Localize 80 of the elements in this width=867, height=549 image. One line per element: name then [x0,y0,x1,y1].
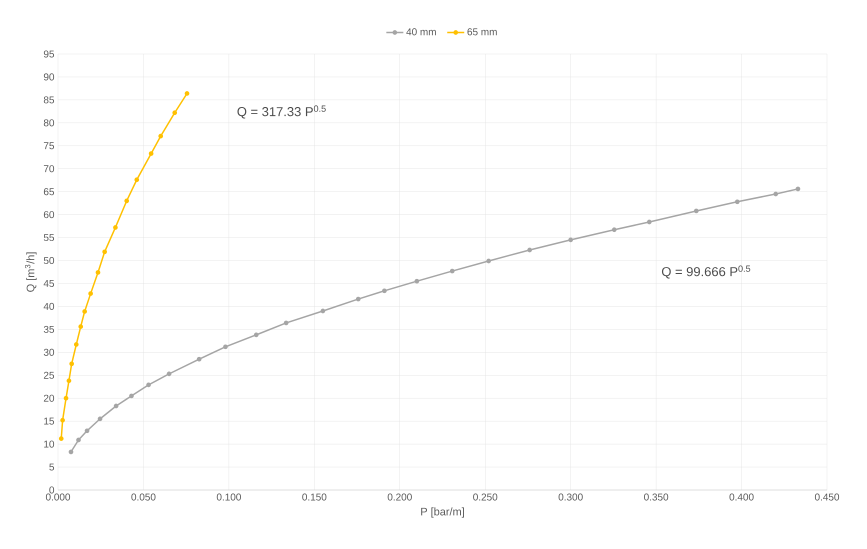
point [76,438,81,442]
point [773,192,778,196]
point [82,309,87,314]
x-tick-label: 0.150 [302,494,326,501]
y-tick-label: 80 [44,119,54,126]
point [646,220,652,224]
point [58,436,64,441]
y-tick-label: 55 [44,234,54,242]
point [796,186,800,192]
point [114,404,118,408]
x-tick-label: 0.300 [558,494,583,501]
x-tick-label: 0.100 [216,494,241,501]
y-tick-label: 30 [44,348,54,356]
x-tick-label: 0.350 [644,494,668,501]
point [124,198,130,204]
x-tick-label: 0.000 [46,494,70,501]
point [98,416,102,422]
y-tick-label: 0 [49,486,54,494]
y-tick-label: 60 [44,211,54,218]
y-tick-label: 5 [49,464,54,471]
point [612,227,617,232]
x-tick-label: 0.400 [729,494,754,501]
point [96,270,100,275]
point [78,324,84,329]
point [146,382,151,388]
y-tick-label: 70 [44,165,54,172]
point [88,291,93,296]
point [450,268,455,274]
x-tick-label: 0.050 [131,494,156,501]
y-tick-label: 85 [44,96,54,104]
point [568,238,574,242]
y-tick-label: 65 [44,188,54,196]
point [486,258,491,264]
point [60,418,65,423]
point [74,342,79,347]
annotation: Q = 99.666 P$^{0.5}$ [662,265,750,279]
y-tick-label: 75 [44,142,54,150]
point [284,320,288,326]
y-tick-label: 20 [44,394,54,402]
point [414,278,420,284]
y-tick-label: 90 [44,73,54,80]
point [196,356,202,362]
point [254,332,259,338]
point [158,134,164,138]
point [113,225,118,230]
point [66,378,72,384]
point [223,344,228,350]
x-tick-label: 0.200 [388,494,412,501]
point [102,249,107,254]
point [69,361,74,366]
point [64,396,68,401]
y-axis-title: Q [m$^{3}$/h] [24,252,37,292]
point [172,110,178,116]
x-tick-label: 0.250 [473,494,498,501]
x-axis-title: P [bar/m] [421,507,464,518]
y-tick-label: 40 [44,302,54,310]
point [527,248,532,252]
point [356,296,361,302]
y-tick-label: 45 [44,280,54,287]
y-tick-label: 15 [44,418,54,425]
point [320,308,326,314]
y-tick-label: 25 [44,372,54,379]
point [382,288,387,294]
point [129,394,134,398]
point [694,208,699,214]
y-tick-label: 95 [44,50,54,58]
point [148,151,154,156]
point [734,199,740,204]
point [84,428,90,434]
x-tick-label: 0.450 [814,494,840,501]
y-tick-label: 50 [44,257,54,264]
legend-label: 65 mm [467,28,497,36]
point [184,91,190,96]
annotation: Q = 317.33 P$^{0.5}$ [237,105,326,119]
point [68,450,74,454]
legend-label: 40 mm [406,28,436,36]
point [134,177,140,182]
point [166,372,172,376]
y-tick-label: 10 [44,440,54,448]
y-tick-label: 35 [44,326,54,333]
